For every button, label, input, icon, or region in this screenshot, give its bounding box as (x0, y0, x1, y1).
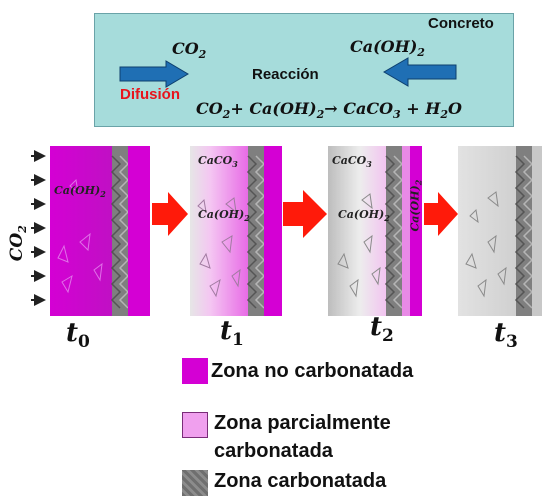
reaction-equation: CO2+ Ca(OH)2→ CaCO3 + H2O (196, 99, 462, 122)
time-label-t3: t3 (494, 318, 518, 353)
concrete-label: Concreto (428, 15, 494, 32)
panel-t0: Ca(OH)2 (50, 146, 150, 316)
progress-arrow-3 (424, 192, 458, 236)
label-caoh-t0: Ca(OH)2 (54, 184, 106, 200)
legend-swatch-partially-carbonated (182, 412, 208, 438)
panel-t1: CaCO3 Ca(OH)2 (190, 146, 282, 316)
legend-swatch-carbonated (182, 470, 208, 496)
progress-arrow-1 (152, 192, 188, 236)
progress-arrow-2 (283, 190, 327, 238)
diffusion-arrow-right (119, 60, 189, 88)
label-caoh-t2-vertical: Ca(OH)2 (408, 180, 422, 232)
legend-label-partially-carbonated-line2: carbonatada (214, 440, 333, 462)
legend-swatch-non-carbonated (182, 358, 208, 384)
label-caco3-t1: CaCO3 (198, 154, 238, 170)
legend-label-carbonated: Zona carbonatada (214, 470, 387, 492)
panel-t3 (458, 146, 542, 316)
co2-label: CO2 (172, 39, 207, 62)
label-caoh-t2: Ca(OH)2 (338, 208, 390, 224)
label-caoh-t1: Ca(OH)2 (198, 208, 250, 224)
time-label-t0: t0 (66, 318, 90, 353)
reaction-arrow-left (383, 57, 457, 87)
caoh-label: Ca(OH)2 (350, 37, 425, 60)
label-caco3-t2: CaCO3 (332, 154, 372, 170)
side-co2-label: CO2 (6, 225, 30, 262)
reaction-label: Reacción (252, 66, 319, 83)
legend-label-partially-carbonated: Zona parcialmente (214, 412, 391, 434)
legend-label-non-carbonated: Zona no carbonatada (211, 360, 414, 382)
co2-inflow-arrows (31, 150, 46, 306)
time-label-t1: t1 (220, 316, 244, 351)
panel-t2: CaCO3 Ca(OH)2 Ca(OH)2 (328, 146, 422, 316)
diffusion-label: Difusión (120, 86, 180, 103)
time-label-t2: t2 (370, 312, 394, 347)
